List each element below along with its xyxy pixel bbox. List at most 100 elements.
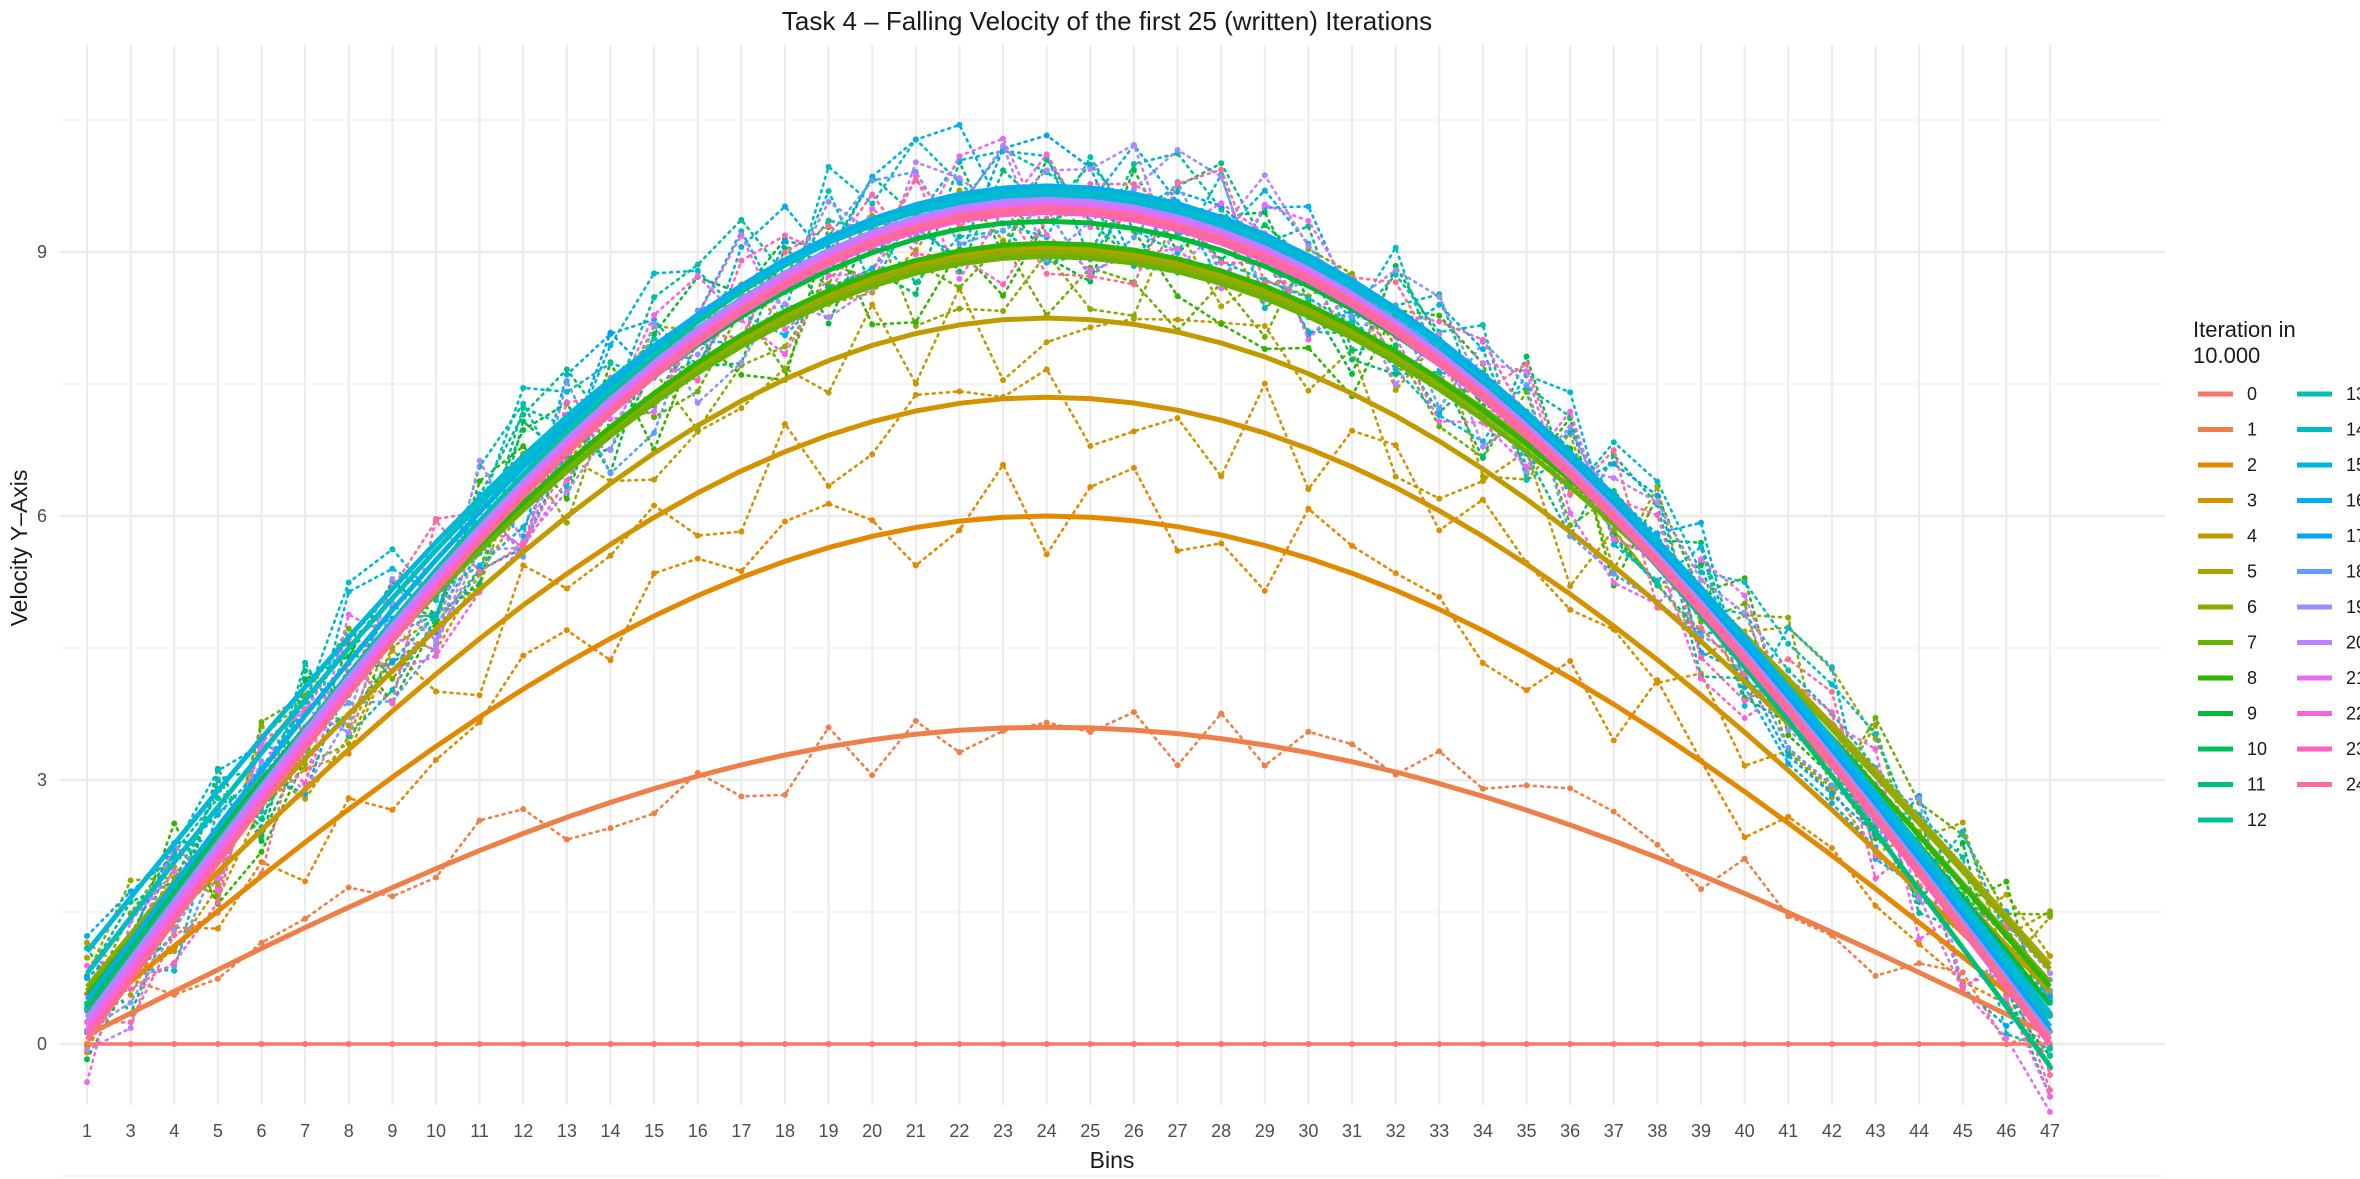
data-point (1261, 333, 1268, 340)
raw-series-line (85, 170, 2052, 1013)
raw-series-layer (84, 121, 2053, 1115)
legend-item-22: 22 (2297, 704, 2360, 724)
data-point (1174, 293, 1181, 300)
data-point (1610, 447, 1617, 454)
data-point (1218, 473, 1225, 480)
data-point (1828, 688, 1835, 695)
legend-item-16: 16 (2297, 491, 2360, 511)
data-point (781, 326, 788, 333)
data-point (1261, 762, 1268, 769)
raw-series-line (85, 137, 2052, 1018)
data-point (825, 272, 832, 279)
data-point (84, 962, 90, 969)
x-tick-label: 12 (513, 1121, 533, 1141)
data-point (1828, 791, 1835, 798)
data-point (520, 806, 527, 813)
data-point (912, 380, 919, 387)
data-point (738, 216, 745, 223)
data-point (258, 718, 265, 725)
x-tick-label: 47 (2040, 1121, 2060, 1141)
x-tick-label: 46 (1996, 1121, 2016, 1141)
data-point (1785, 656, 1792, 663)
data-point (389, 806, 396, 813)
legend-item-1: 1 (2198, 420, 2257, 440)
data-point (1305, 243, 1312, 250)
data-point (1436, 593, 1443, 600)
data-point (1392, 342, 1399, 349)
data-point (2003, 994, 2010, 1001)
data-point (1567, 658, 1574, 665)
data-point (258, 758, 265, 765)
x-tick-label: 1 (82, 1121, 92, 1141)
legend-label: 13 (2346, 384, 2360, 404)
data-point (1567, 785, 1574, 792)
data-point (345, 625, 352, 632)
y-tick-label: 6 (37, 506, 47, 526)
data-point (1479, 454, 1486, 461)
legend-item-14: 14 (2297, 420, 2360, 440)
data-point (2047, 993, 2053, 1000)
data-point (1654, 478, 1661, 485)
data-point (1043, 366, 1050, 373)
data-point (2047, 1086, 2053, 1093)
data-point (1261, 380, 1268, 387)
legend-item-13: 13 (2297, 384, 2360, 404)
data-point (651, 476, 658, 483)
data-point (1305, 344, 1312, 351)
data-point (127, 991, 134, 998)
data-point (563, 371, 570, 378)
series-4-line (85, 315, 2052, 998)
data-point (345, 795, 352, 802)
chart-title: Task 4 – Falling Velocity of the first 2… (782, 6, 1432, 36)
data-point (1436, 301, 1443, 308)
data-point (1174, 415, 1181, 422)
legend-label: 10 (2247, 739, 2267, 759)
data-point (1392, 279, 1399, 286)
data-point (1741, 714, 1748, 721)
data-point (825, 222, 832, 229)
x-tick-label: 16 (688, 1121, 708, 1141)
data-point (651, 429, 658, 436)
data-point (1610, 570, 1617, 577)
data-point (1000, 308, 1007, 315)
data-point (694, 388, 701, 395)
series-20-line (84, 196, 2052, 1042)
data-point (2003, 1022, 2010, 1029)
data-point (214, 925, 221, 932)
series-1-line (85, 724, 2052, 1038)
data-point (1567, 429, 1574, 436)
data-point (956, 388, 963, 395)
data-point (1000, 461, 1007, 468)
data-point (1654, 492, 1661, 499)
data-point (1000, 142, 1007, 149)
data-point (781, 203, 788, 210)
data-point (389, 893, 396, 900)
raw-series-line (85, 136, 2052, 1114)
data-point (389, 700, 396, 707)
y-tick-label: 0 (37, 1034, 47, 1054)
data-point (1436, 418, 1443, 425)
data-point (432, 874, 439, 881)
data-point (1043, 551, 1050, 558)
data-point (1218, 540, 1225, 547)
data-point (912, 159, 919, 166)
data-point (302, 766, 309, 773)
data-point (563, 519, 570, 526)
data-point (1872, 902, 1879, 909)
data-point (1392, 244, 1399, 251)
data-point (956, 527, 963, 534)
data-point (1916, 941, 1923, 948)
data-point (1218, 285, 1225, 292)
data-point (1349, 741, 1356, 748)
data-point (214, 776, 221, 783)
x-tick-label: 24 (1037, 1121, 1057, 1141)
data-point (1261, 304, 1268, 311)
data-point (956, 275, 963, 282)
series-16-line (85, 183, 2052, 1028)
x-tick-label: 43 (1865, 1121, 1885, 1141)
data-point (1698, 519, 1705, 526)
data-point (956, 175, 963, 182)
data-point (1305, 295, 1312, 302)
data-point (127, 999, 134, 1006)
raw-series-line (85, 168, 2052, 1077)
